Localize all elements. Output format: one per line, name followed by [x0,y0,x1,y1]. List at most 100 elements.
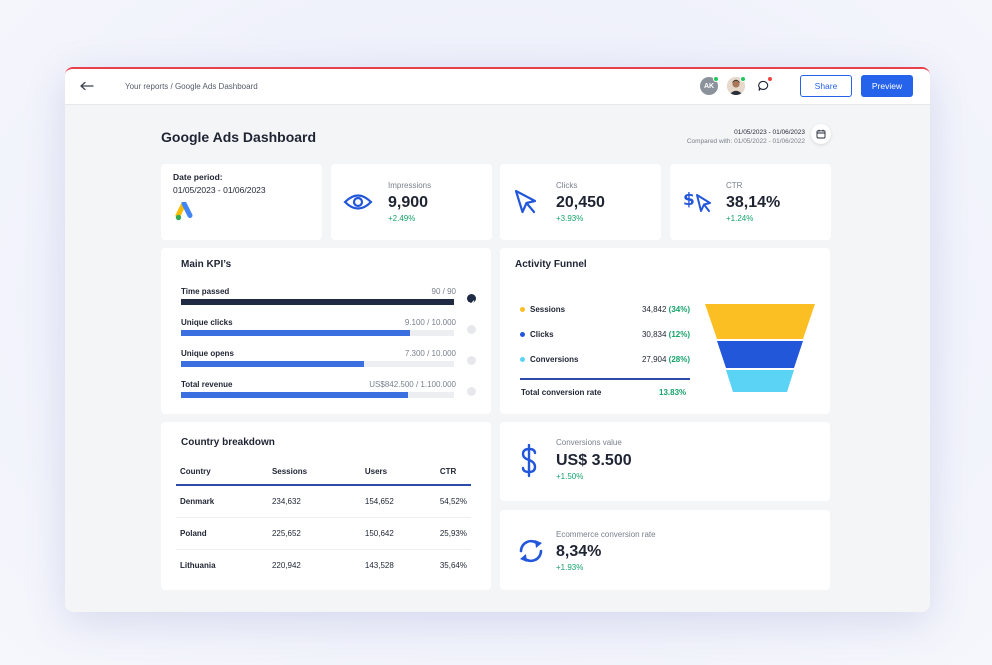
total-conversion-label: Total conversion rate [521,388,602,397]
funnel-segment-conversions [726,370,794,392]
clicks-change: +3.93% [556,214,584,223]
table-row: Poland 225,652 150,642 25,93% [176,517,471,550]
activity-funnel-card: Activity Funnel Sessions 34,842 (34%) Cl… [500,248,830,414]
back-arrow-icon[interactable] [77,76,97,96]
date-period-card: Date period: 01/05/2023 - 01/06/2023 [161,164,322,240]
clicks-card: Clicks 20,450 +3.93% [500,164,661,240]
cell-ctr: 25,93% [435,517,471,550]
preview-button[interactable]: Preview [861,75,913,97]
funnel-legend-dot [520,332,525,337]
funnel-segment-sessions [705,304,815,339]
conversions-value-label: Conversions value [556,438,622,447]
cell-sessions: 234,632 [267,485,361,518]
cell-ctr: 54,52% [435,485,471,518]
ecommerce-rate-label: Ecommerce conversion rate [556,530,656,539]
share-button[interactable]: Share [800,75,852,97]
activity-funnel-title: Activity Funnel [515,259,587,270]
impressions-change: +2.49% [388,214,416,223]
funnel-stage-value: 34,842 [641,305,667,314]
kpi-progress-track [181,392,454,398]
country-table: Country Sessions Users CTR Denmark 234,6… [176,462,471,581]
kpi-value: 7.300 / 10.000 [404,349,456,358]
refresh-cycle-icon [517,537,545,570]
kpi-name: Unique clicks [181,318,233,327]
conversions-value-change: +1.50% [556,472,584,481]
cell-users: 150,642 [360,517,436,550]
funnel-stage-name: Conversions [530,355,579,364]
table-header-row: Country Sessions Users CTR [176,462,471,486]
calendar-icon[interactable] [811,124,831,144]
conversions-value-card: Conversions value US$ 3.500 +1.50% [500,422,830,501]
svg-text:$: $ [683,190,695,210]
ctr-value: 38,14% [726,194,781,211]
ecommerce-rate-change: +1.93% [556,563,584,572]
kpi-progress-track [181,299,454,305]
ecommerce-rate-value: 8,34% [556,543,602,560]
eye-icon [343,190,373,219]
funnel-stage-pct: (28%) [668,355,690,364]
date-period-label: Date period: [173,172,223,182]
cell-sessions: 225,652 [267,517,361,550]
funnel-stage-name: Sessions [530,305,566,314]
kpi-status-indicator [467,294,476,305]
kpi-status-indicator [467,325,476,334]
kpi-progress-fill [181,299,454,305]
kpi-name: Unique opens [181,349,234,358]
google-ads-logo-icon [175,201,199,227]
funnel-stage-pct: (34%) [668,305,690,314]
cell-users: 143,528 [364,561,394,570]
comment-icon[interactable] [755,77,773,95]
kpi-progress-track [181,361,454,367]
date-range-summary: 01/05/2023 - 01/06/2023 Compared with: 0… [687,128,805,146]
kpi-name: Time passed [181,287,230,296]
funnel-chart [705,304,815,392]
breadcrumb[interactable]: Your reports / Google Ads Dashboard [125,82,258,91]
kpi-value: US$842.500 / 1.100.000 [369,380,456,389]
avatar-initials: AK [703,82,715,90]
dashboard-window: Your reports / Google Ads Dashboard AK S… [65,67,930,612]
ctr-card: $ CTR 38,14% +1.24% [670,164,831,240]
ecommerce-rate-card: Ecommerce conversion rate 8,34% +1.93% [500,510,830,590]
funnel-stage-value: 30,834 [641,330,667,339]
table-row: Denmark 234,632 154,652 54,52% [176,485,471,518]
online-status-dot [713,76,719,82]
cell-country: Poland [176,517,268,550]
date-period-value: 01/05/2023 - 01/06/2023 [173,185,266,195]
kpi-progress-fill [181,330,411,336]
funnel-divider [520,378,690,380]
column-header[interactable]: Sessions [267,462,361,486]
funnel-stage-pct: (12%) [668,330,690,339]
dollar-icon [517,443,541,483]
clicks-label: Clicks [556,181,578,190]
cell-country: Denmark [176,485,268,518]
funnel-stage-name: Clicks [530,330,554,339]
kpi-name: Total revenue [181,380,233,389]
top-bar: Your reports / Google Ads Dashboard AK S… [65,69,930,105]
clicks-value: 20,450 [556,194,605,211]
column-header[interactable]: Users [360,462,436,486]
dollar-cursor-icon: $ [683,188,715,221]
kpi-progress-fill [181,392,408,398]
impressions-label: Impressions [388,181,432,190]
kpi-value: 9.100 / 10.000 [404,318,456,327]
column-header[interactable]: Country [176,462,268,486]
kpi-status-indicator [467,356,476,365]
main-kpis-card: Main KPI’s Time passed 90 / 90 Unique cl… [161,248,491,414]
table-row: Lithuania 220,942 143,528 35,64% [176,550,471,582]
impressions-value: 9,900 [388,194,429,211]
date-range-current: 01/05/2023 - 01/06/2023 [734,129,805,136]
kpi-progress-fill [181,361,364,367]
column-header[interactable]: CTR [435,462,471,486]
funnel-legend-dot [520,307,525,312]
main-kpis-title: Main KPI’s [181,259,232,270]
impressions-card: Impressions 9,900 +2.49% [331,164,492,240]
ctr-change: +1.24% [726,214,754,223]
cell-users: 154,652 [360,485,436,518]
ctr-label: CTR [726,181,743,190]
online-status-dot [740,76,746,82]
cell-sessions: 220,942 [271,561,301,570]
cell-ctr: 35,64% [439,561,467,570]
kpi-status-indicator [467,387,476,396]
page-title: Google Ads Dashboard [161,129,317,145]
kpi-value: 90 / 90 [431,287,456,296]
